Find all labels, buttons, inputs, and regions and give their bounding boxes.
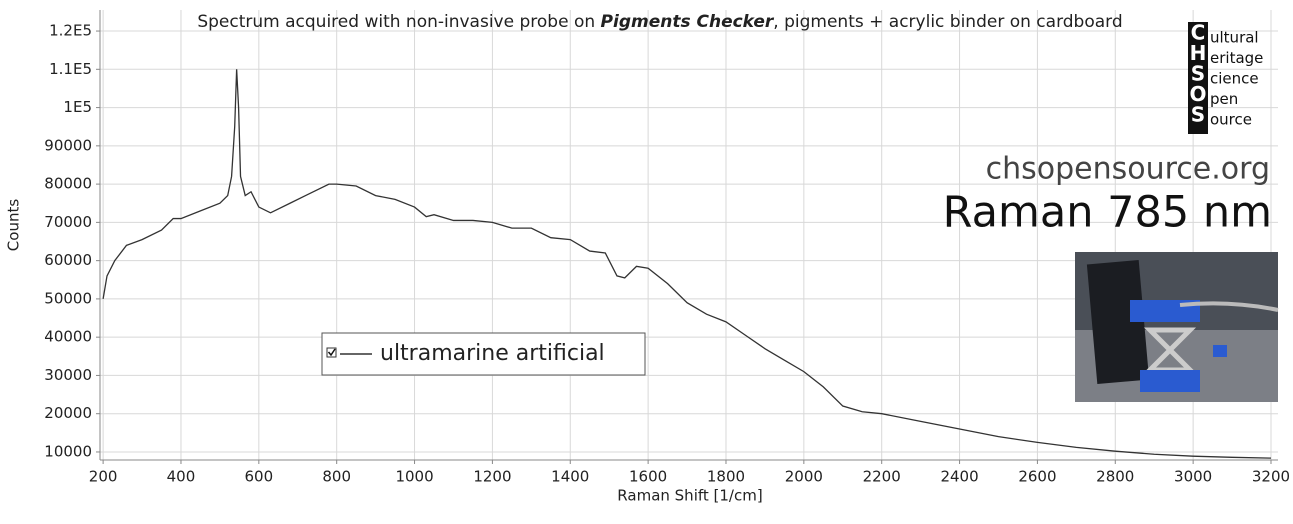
x-tick-label: 600 (245, 468, 274, 486)
logo-letter: O (1189, 82, 1206, 106)
site-url: chsopensource.org (986, 152, 1270, 187)
x-tick-label: 2400 (940, 468, 978, 486)
y-tick-label: 70000 (44, 213, 92, 231)
y-tick-label: 1E5 (63, 98, 92, 116)
legend-box (321, 332, 646, 376)
y-tick-label: 20000 (44, 404, 92, 422)
x-tick-label: 1800 (707, 468, 745, 486)
photo (1075, 252, 1279, 402)
logo-word: pen (1210, 90, 1238, 108)
x-tick-label: 2800 (1096, 468, 1134, 486)
x-tick-label: 1600 (629, 468, 667, 486)
title-part: Spectrum acquired with non-invasive prob… (197, 12, 600, 32)
logo-word: ultural (1210, 29, 1259, 47)
y-axis-label: Counts (5, 199, 23, 252)
subtitle: Raman 785 nm (943, 188, 1272, 238)
grid (100, 10, 1278, 460)
check-mark (327, 348, 336, 357)
y-tick-label: 30000 (44, 366, 92, 384)
x-tick-label: 1200 (473, 468, 511, 486)
spectrum-line (102, 69, 1272, 459)
title-part: , pigments + acrylic binder on cardboard (773, 12, 1122, 32)
logo-bar (1188, 22, 1208, 134)
logo-word: eritage (1210, 49, 1263, 67)
legend: ultramarine artificial (321, 332, 646, 376)
x-tick-label: 800 (322, 468, 351, 486)
legend-label: ultramarine artificial (380, 341, 605, 366)
x-tick-label: 1000 (395, 468, 433, 486)
y-tick-label: 60000 (44, 251, 92, 269)
x-tick-label: 200 (89, 468, 118, 486)
y-tick-label: 10000 (44, 442, 92, 460)
logo-word: ource (1210, 111, 1252, 129)
legend-checkbox[interactable] (326, 347, 337, 358)
x-tick-label: 2600 (1018, 468, 1056, 486)
x-tick-label: 2000 (785, 468, 823, 486)
y-tick-label: 90000 (44, 136, 92, 154)
logo-letter: C (1191, 21, 1206, 45)
y-tick-label: 1.2E5 (49, 22, 92, 40)
x-tick-label: 400 (167, 468, 196, 486)
y-tick-label: 1.1E5 (49, 60, 92, 78)
x-tick-label: 3200 (1252, 468, 1290, 486)
y-tick-label: 50000 (44, 289, 92, 307)
title-part: Pigments Checker (601, 12, 775, 32)
logo-letter: S (1191, 103, 1205, 127)
logo-letter: S (1191, 62, 1205, 86)
x-tick-label: 1400 (551, 468, 589, 486)
y-tick-label: 80000 (44, 175, 92, 193)
x-tick-label: 3000 (1174, 468, 1212, 486)
logo-word: cience (1210, 70, 1259, 88)
logo-letter: H (1190, 41, 1207, 65)
x-tick-label: 2200 (863, 468, 901, 486)
chart-title: Spectrum acquired with non-invasive prob… (197, 12, 1122, 32)
y-tick-label: 40000 (44, 328, 92, 346)
x-axis-label: Raman Shift [1/cm] (617, 487, 762, 505)
